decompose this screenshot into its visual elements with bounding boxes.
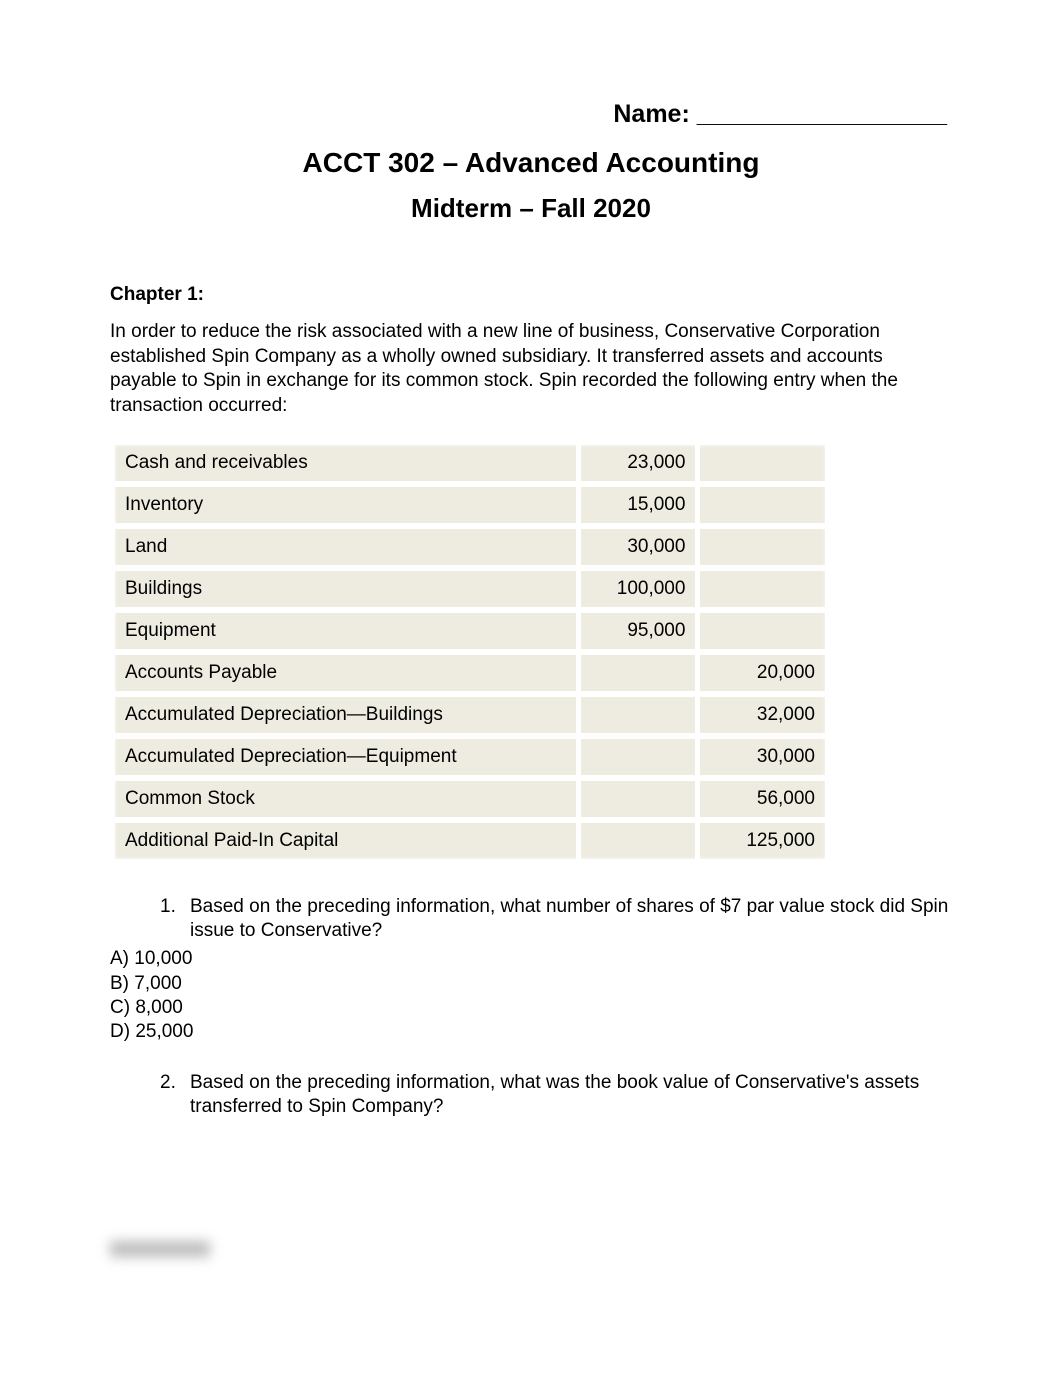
- account-name-cell: Land: [113, 526, 579, 568]
- debit-cell: 100,000: [578, 568, 698, 610]
- credit-cell: [698, 442, 828, 484]
- course-title: ACCT 302 – Advanced Accounting: [110, 147, 952, 179]
- table-row: Common Stock 56,000: [113, 778, 828, 820]
- account-name-cell: Additional Paid-In Capital: [113, 820, 579, 862]
- credit-cell: 125,000: [698, 820, 828, 862]
- q1-option-d: D) 25,000: [110, 1020, 952, 1044]
- credit-cell: 32,000: [698, 694, 828, 736]
- table-row: Cash and receivables23,000: [113, 442, 828, 484]
- journal-entry-table-wrap: Cash and receivables23,000Inventory15,00…: [110, 439, 830, 865]
- account-name-cell: Accounts Payable: [113, 652, 579, 694]
- chapter-intro: In order to reduce the risk associated w…: [110, 320, 952, 419]
- account-name-cell: Buildings: [113, 568, 579, 610]
- q1-number: 1.: [160, 895, 190, 944]
- chapter-label: Chapter 1:: [110, 284, 952, 306]
- debit-cell: [578, 736, 698, 778]
- debit-cell: [578, 694, 698, 736]
- account-name-cell: Accumulated Depreciation—Equipment: [113, 736, 579, 778]
- exam-title: Midterm – Fall 2020: [110, 193, 952, 224]
- debit-cell: 30,000: [578, 526, 698, 568]
- q2-text: Based on the preceding information, what…: [190, 1071, 952, 1120]
- question-2: 2. Based on the preceding information, w…: [160, 1071, 952, 1120]
- debit-cell: [578, 778, 698, 820]
- table-row: Additional Paid-In Capital 125,000: [113, 820, 828, 862]
- redacted-blur: [110, 1241, 210, 1257]
- q1-option-a: A) 10,000: [110, 947, 952, 971]
- debit-cell: 95,000: [578, 610, 698, 652]
- journal-entry-table: Cash and receivables23,000Inventory15,00…: [110, 439, 830, 865]
- table-row: Land30,000: [113, 526, 828, 568]
- credit-cell: 20,000: [698, 652, 828, 694]
- account-name-cell: Common Stock: [113, 778, 579, 820]
- q1-option-c: C) 8,000: [110, 996, 952, 1020]
- table-row: Accumulated Depreciation—Equipment 30,000: [113, 736, 828, 778]
- account-name-cell: Equipment: [113, 610, 579, 652]
- q1-text: Based on the preceding information, what…: [190, 895, 952, 944]
- credit-cell: [698, 568, 828, 610]
- name-field-label: Name: __________________: [110, 100, 952, 129]
- table-row: Accounts Payable 20,000: [113, 652, 828, 694]
- debit-cell: [578, 652, 698, 694]
- q1-option-b: B) 7,000: [110, 972, 952, 996]
- account-name-cell: Inventory: [113, 484, 579, 526]
- credit-cell: [698, 526, 828, 568]
- table-row: Buildings100,000: [113, 568, 828, 610]
- table-row: Equipment95,000: [113, 610, 828, 652]
- credit-cell: 30,000: [698, 736, 828, 778]
- question-1: 1. Based on the preceding information, w…: [160, 895, 952, 944]
- credit-cell: [698, 610, 828, 652]
- account-name-cell: Accumulated Depreciation—Buildings: [113, 694, 579, 736]
- debit-cell: [578, 820, 698, 862]
- debit-cell: 15,000: [578, 484, 698, 526]
- table-row: Inventory15,000: [113, 484, 828, 526]
- q1-options: A) 10,000 B) 7,000 C) 8,000 D) 25,000: [110, 947, 952, 1044]
- credit-cell: 56,000: [698, 778, 828, 820]
- table-row: Accumulated Depreciation—Buildings 32,000: [113, 694, 828, 736]
- q2-number: 2.: [160, 1071, 190, 1120]
- credit-cell: [698, 484, 828, 526]
- account-name-cell: Cash and receivables: [113, 442, 579, 484]
- debit-cell: 23,000: [578, 442, 698, 484]
